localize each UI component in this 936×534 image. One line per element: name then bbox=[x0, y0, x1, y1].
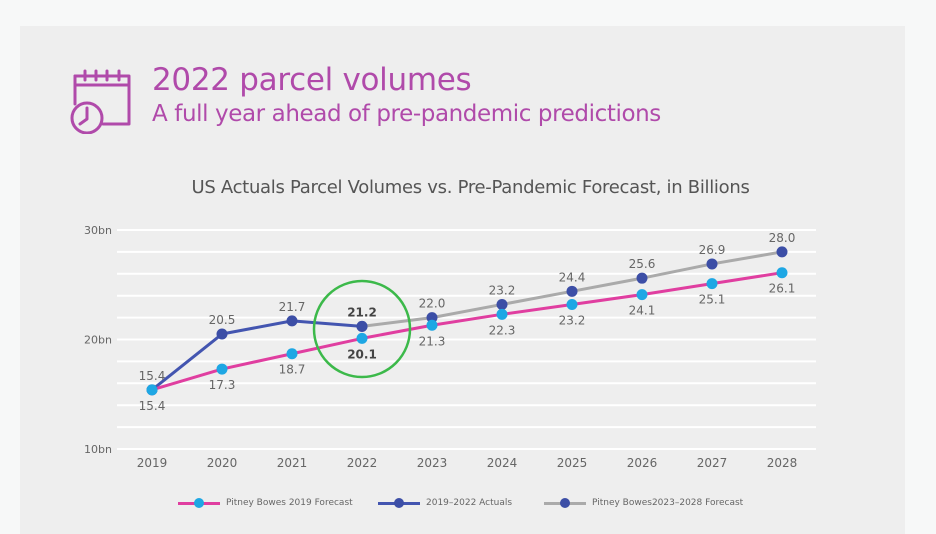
data-point-forecast-2023 bbox=[566, 285, 578, 297]
chart-legend: Pitney Bowes 2019 Forecast 2019–2022 Act… bbox=[0, 497, 936, 517]
x-tick-label: 2020 bbox=[207, 456, 238, 470]
data-label-forecast-2019: 22.3 bbox=[489, 323, 516, 337]
chart-title: US Actuals Parcel Volumes vs. Pre-Pandem… bbox=[191, 177, 750, 198]
data-point-forecast-2019 bbox=[706, 278, 718, 290]
legend-item-actuals: 2019–2022 Actuals bbox=[378, 497, 512, 509]
x-tick-label: 2022 bbox=[347, 456, 378, 470]
data-label-forecast-2023: 25.6 bbox=[629, 257, 656, 271]
data-point-forecast-2019 bbox=[146, 384, 158, 396]
legend-swatch-2019-forecast bbox=[178, 497, 220, 509]
data-label-forecast-2023: 22.0 bbox=[419, 297, 446, 311]
data-point-actuals bbox=[216, 328, 228, 340]
data-point-actuals bbox=[286, 315, 298, 327]
x-tick-label: 2023 bbox=[417, 456, 448, 470]
x-tick-label: 2025 bbox=[557, 456, 588, 470]
data-label-forecast-2023: 26.9 bbox=[699, 243, 726, 257]
data-point-forecast-2019 bbox=[286, 348, 298, 360]
series-line-actuals bbox=[151, 319, 363, 392]
data-label-forecast-2023: 23.2 bbox=[489, 283, 516, 297]
data-point-actuals bbox=[356, 320, 368, 332]
legend-swatch-2023-forecast bbox=[544, 497, 586, 509]
legend-label: 2019–2022 Actuals bbox=[426, 498, 513, 508]
data-label-forecast-2019: 17.3 bbox=[209, 378, 236, 392]
y-tick-label: 10bn bbox=[84, 443, 112, 456]
page-subtitle: A full year ahead of pre-pandemic predic… bbox=[152, 101, 661, 127]
data-label-forecast-2019: 23.2 bbox=[559, 313, 586, 327]
legend-swatch-actuals bbox=[378, 497, 420, 509]
data-point-forecast-2019 bbox=[426, 319, 438, 331]
data-point-forecast-2019 bbox=[496, 308, 508, 320]
x-tick-label: 2019 bbox=[137, 456, 168, 470]
data-label-forecast-2023: 24.4 bbox=[559, 270, 586, 284]
data-point-forecast-2019 bbox=[776, 267, 788, 279]
page-title: 2022 parcel volumes bbox=[152, 62, 472, 98]
data-point-forecast-2023 bbox=[496, 298, 508, 310]
x-tick-label: 2027 bbox=[697, 456, 728, 470]
data-label-actuals: 21.2 bbox=[347, 305, 377, 319]
data-label-actuals: 20.5 bbox=[209, 313, 236, 327]
data-label-actuals: 15.4 bbox=[139, 369, 166, 383]
data-label-forecast-2019: 20.1 bbox=[347, 347, 377, 361]
series-line-forecast-2019 bbox=[151, 271, 783, 392]
data-label-actuals: 21.7 bbox=[279, 300, 306, 314]
data-point-forecast-2023 bbox=[636, 272, 648, 284]
legend-item-2023-forecast: Pitney Bowes2023–2028 Forecast bbox=[544, 497, 743, 509]
legend-label: Pitney Bowes2023–2028 Forecast bbox=[592, 498, 744, 508]
data-point-forecast-2019 bbox=[636, 289, 648, 301]
legend-item-2019-forecast: Pitney Bowes 2019 Forecast bbox=[178, 497, 353, 509]
data-label-forecast-2019: 26.1 bbox=[769, 282, 796, 296]
data-label-forecast-2019: 25.1 bbox=[699, 293, 726, 307]
data-point-forecast-2019 bbox=[566, 298, 578, 310]
data-label-forecast-2019: 15.4 bbox=[139, 399, 166, 413]
data-label-forecast-2023: 28.0 bbox=[769, 231, 796, 245]
x-tick-label: 2021 bbox=[277, 456, 308, 470]
x-tick-label: 2028 bbox=[767, 456, 798, 470]
y-tick-label: 30bn bbox=[84, 224, 112, 237]
data-label-forecast-2019: 21.3 bbox=[419, 334, 446, 348]
y-tick-label: 20bn bbox=[84, 334, 112, 347]
legend-label: Pitney Bowes 2019 Forecast bbox=[226, 498, 353, 508]
data-label-forecast-2019: 18.7 bbox=[279, 363, 306, 377]
data-point-forecast-2019 bbox=[356, 332, 368, 344]
data-point-forecast-2019 bbox=[216, 363, 228, 375]
calendar-clock-icon bbox=[70, 69, 131, 134]
x-tick-label: 2024 bbox=[487, 456, 518, 470]
highlight-circle bbox=[312, 279, 412, 379]
data-point-forecast-2023 bbox=[706, 258, 718, 270]
data-point-forecast-2023 bbox=[426, 312, 438, 324]
data-point-forecast-2023 bbox=[776, 246, 788, 258]
x-tick-label: 2026 bbox=[627, 456, 658, 470]
data-label-forecast-2019: 24.1 bbox=[629, 304, 656, 318]
